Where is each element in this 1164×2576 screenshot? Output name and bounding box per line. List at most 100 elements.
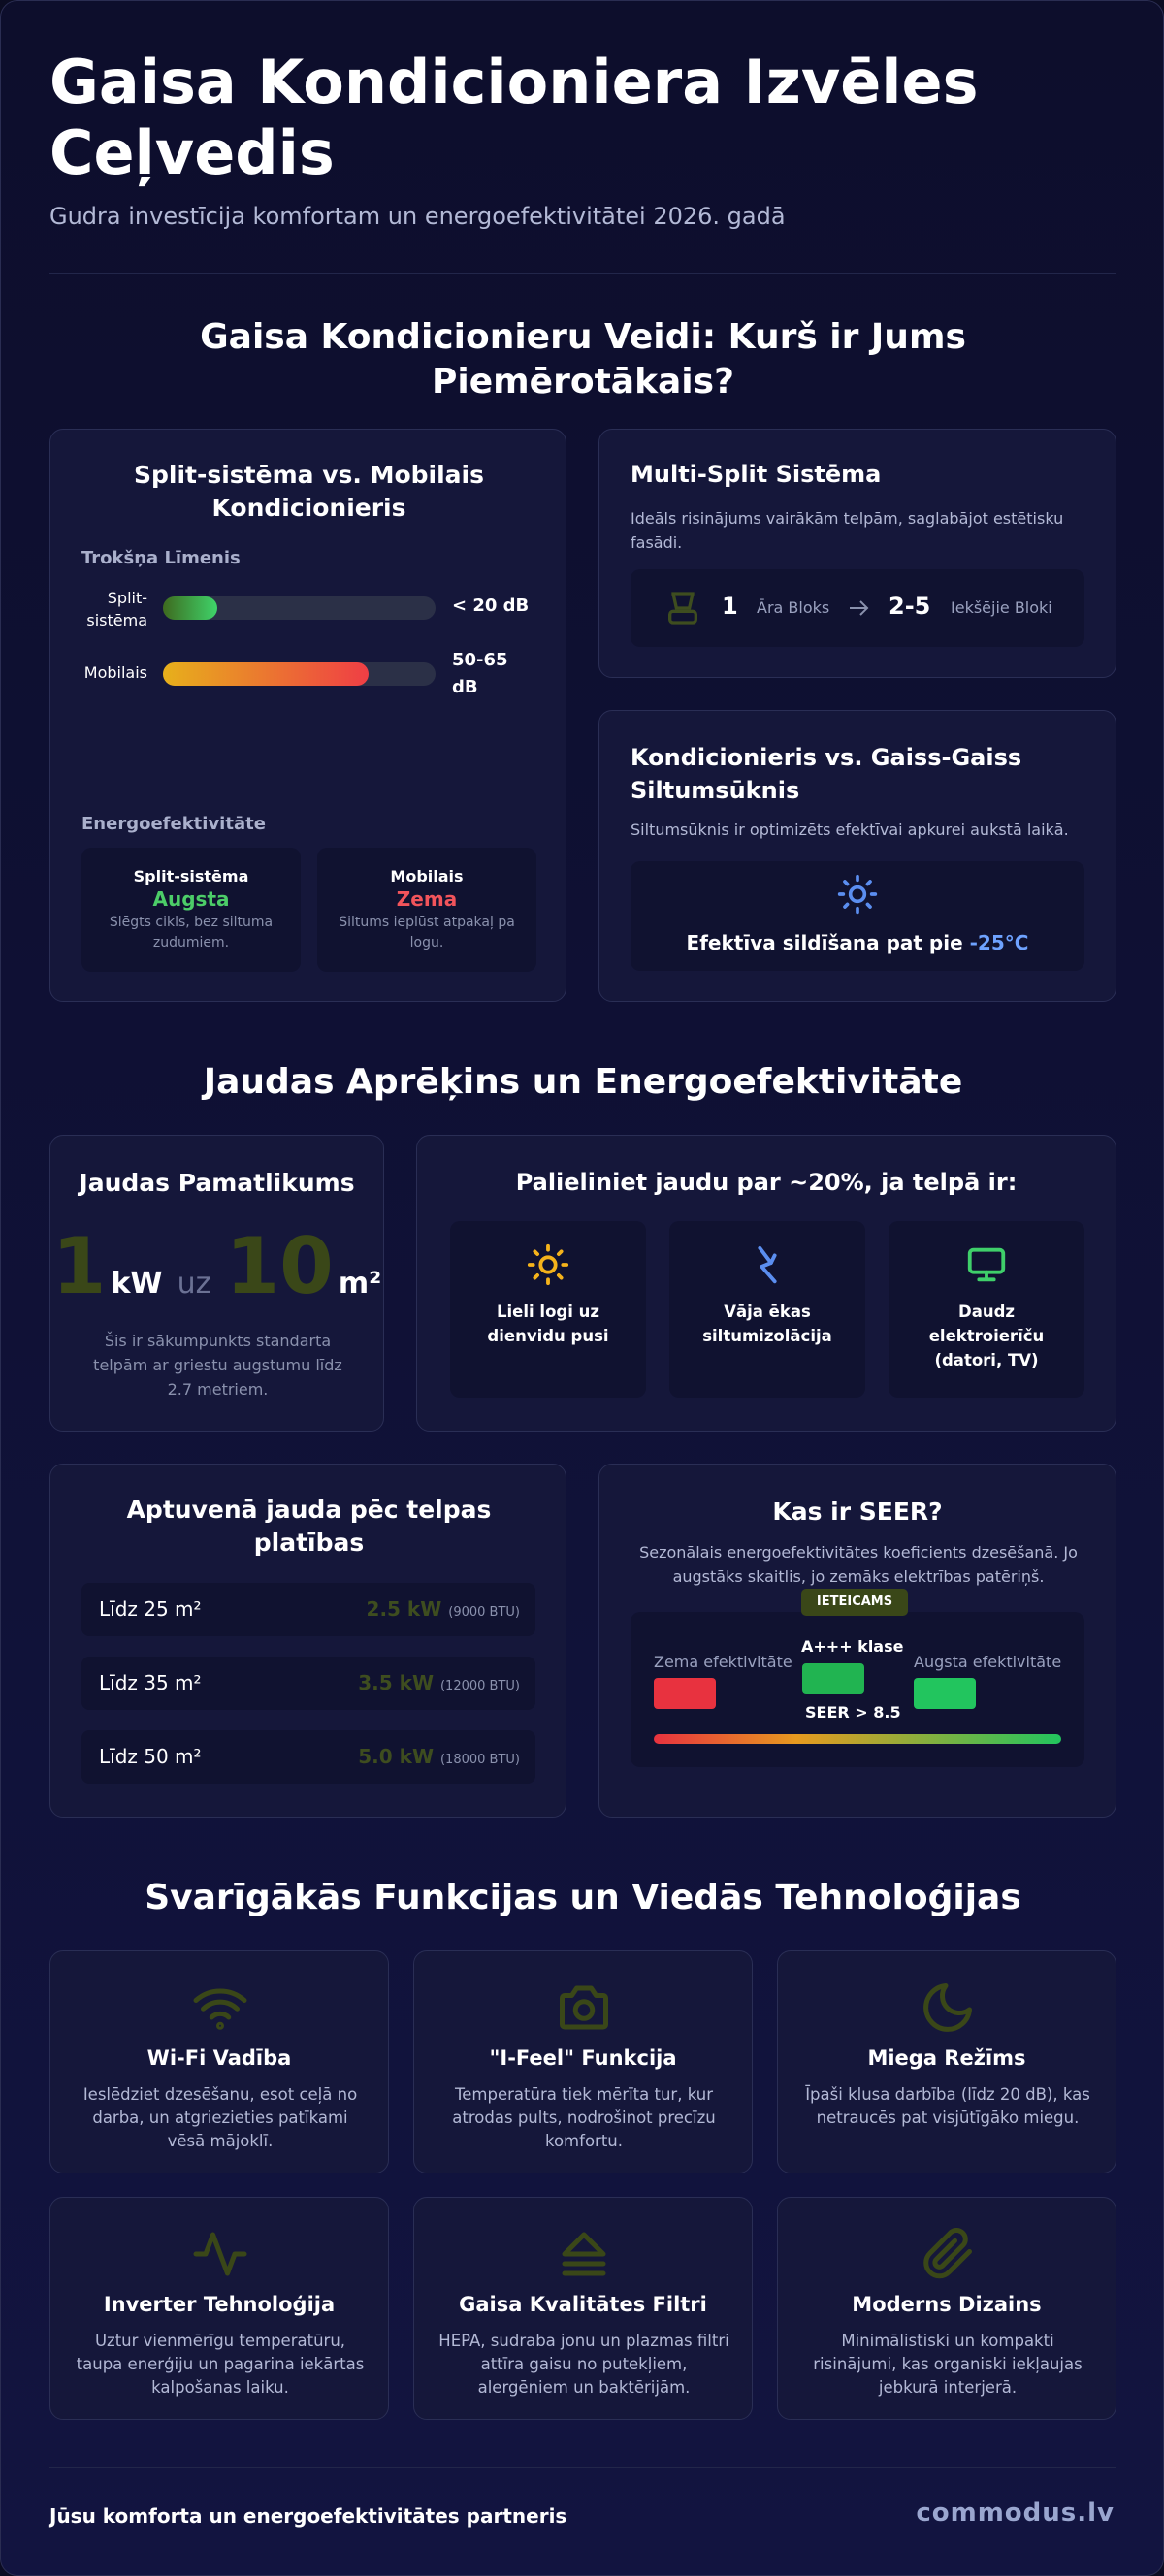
card: Palieliniet jaudu par ~20%, ja telpā ir:… xyxy=(416,1135,1116,1432)
graphic xyxy=(923,2228,972,2279)
icon xyxy=(193,2232,247,2276)
note: Šis ir sākumpunkts standarta telpām ar g… xyxy=(93,1332,342,1399)
area: Līdz 50 m² xyxy=(99,1745,202,1768)
power-value: 5.0 kW xyxy=(358,1745,435,1768)
note: Siltums ieplūst atpakaļ pa logu. xyxy=(339,915,515,950)
feature-title: Miega Režīms xyxy=(867,2046,1026,2070)
icon xyxy=(967,1247,1006,1282)
feature-title: Wi-Fi Vadība xyxy=(146,2046,292,2070)
card-title: Aptuvenā jauda pēc telpas platības xyxy=(126,1496,492,1557)
box: Mobilais Zema Siltums ieplūst atpakaļ pa… xyxy=(317,848,536,972)
card-title: Kondicionieris vs. Gaiss-Gaiss Siltumsūk… xyxy=(630,744,1022,804)
icon xyxy=(923,1983,972,2032)
swatch xyxy=(914,1678,976,1709)
feature-card: Inverter Tehnoloģija Uztur vienmērīgu tem… xyxy=(49,2197,389,2420)
label: SEER > 8.5 xyxy=(805,1703,901,1722)
feature-text: Temperatūra tiek mērīta tur, kur atrodas… xyxy=(452,2085,716,2150)
graphic xyxy=(850,600,869,616)
tagline: Jūsu komforta un energoefektivitātes par… xyxy=(49,2504,567,2528)
text: Efektīva sildīšana pat pie xyxy=(686,931,963,954)
label: Energoefektivitāte xyxy=(81,814,266,834)
section-title: Gaisa Kondicionieru Veidi: Kurš ir Jums … xyxy=(200,317,966,402)
feature-title: "I-Feel" Funkcija xyxy=(489,2046,677,2070)
card: Kas ir SEER? Sezonālais energoefektivitā… xyxy=(598,1464,1116,1818)
graphic xyxy=(538,1255,558,1274)
icon xyxy=(527,1243,569,1286)
brand: commodus.lv xyxy=(916,2498,1115,2528)
divider xyxy=(49,273,1116,274)
power-value: 3.5 kW xyxy=(358,1671,435,1694)
bar xyxy=(163,662,369,686)
feature-title: Gaisa Kvalitātes Filtri xyxy=(459,2293,707,2316)
card-title: Jaudas Pamatlikums xyxy=(79,1169,355,1197)
feature-card: Moderns Dizains Minimālistiski un kompakt… xyxy=(777,2197,1116,2420)
graphic xyxy=(193,1988,247,2003)
label: Āra Bloks xyxy=(757,598,830,617)
feature-card: Wi-Fi Vadība Ieslēdziet dzesēšanu, esot c… xyxy=(49,1950,389,2174)
box: Split-sistēma Augsta Slēgts cikls, bez s… xyxy=(81,848,301,972)
power: 3.5 kW (12000 BTU) xyxy=(358,1671,520,1694)
factor-label: Daudz elektroierīču (datori, TV) xyxy=(928,1303,1045,1369)
graphic xyxy=(560,1985,608,2030)
label: A+++ klase xyxy=(801,1637,904,1656)
icon xyxy=(758,1245,777,1284)
card: Jaudas Pamatlikums 1 kW uz 10 m² Šis ir … xyxy=(49,1135,384,1432)
card: Aptuvenā jauda pēc telpas platības Līdz … xyxy=(49,1464,566,1818)
feature-card: Gaisa Kvalitātes Filtri HEPA, sudraba jon… xyxy=(413,2197,753,2420)
label: Mobilais xyxy=(83,663,147,682)
label: Trokšņa Līmenis xyxy=(81,548,241,568)
subtitle: Gudra investīcija komfortam un energoefe… xyxy=(49,203,786,230)
graphic xyxy=(562,2232,606,2257)
box: 1 Āra Bloks 2-5 Iekšējie Bloki xyxy=(630,569,1084,647)
graphic xyxy=(562,2261,606,2276)
label: Split-sistēma xyxy=(133,867,249,886)
section-title: Jaudas Aprēķins un Energoefektivitāte xyxy=(203,1062,963,1102)
graphic xyxy=(215,2021,224,2030)
factor: Lieli logi uz dienvidu pusi xyxy=(450,1221,646,1398)
temperature: -25°C xyxy=(969,931,1029,954)
icon xyxy=(562,2232,606,2276)
btu: (18000 BTU) xyxy=(439,1753,520,1767)
graphic xyxy=(527,1243,569,1286)
factor: Vāja ēkas siltumizolācija xyxy=(669,1221,865,1398)
graphic xyxy=(977,1270,996,1282)
feature-text: Minimālistiski un kompakti risinājumi, k… xyxy=(813,2332,1083,2397)
card: Split-sistēma vs. Mobilais Kondicionieri… xyxy=(49,429,566,1002)
label: Augsta efektivitāte xyxy=(914,1653,1062,1671)
label: Split-sistēma xyxy=(86,589,147,630)
number: 10 xyxy=(225,1221,334,1311)
card: Kondicionieris vs. Gaiss-Gaiss Siltumsūk… xyxy=(598,710,1116,1002)
count: 2-5 xyxy=(889,593,931,620)
label: Iekšējie Bloki xyxy=(951,598,1052,617)
swatch xyxy=(654,1678,716,1709)
feature-text: Uztur vienmērīgu temperatūru, taupa ener… xyxy=(76,2332,365,2397)
graphic xyxy=(837,874,878,915)
box: Efektīva sildīšana pat pie -25°C xyxy=(630,861,1084,971)
btu: (9000 BTU) xyxy=(448,1605,520,1620)
power-value: 2.5 kW xyxy=(366,1597,442,1621)
graphic xyxy=(201,1999,240,2012)
icon xyxy=(193,1988,247,2030)
factor-label: Vāja ēkas siltumizolācija xyxy=(702,1303,832,1345)
value: < 20 dB xyxy=(452,596,530,616)
feature-title: Moderns Dizains xyxy=(852,2293,1042,2316)
graphic xyxy=(848,885,867,904)
card-title: Palieliniet jaudu par ~20%, ja telpā ir: xyxy=(515,1169,1018,1196)
rating: Zema xyxy=(396,887,458,911)
label: Zema efektivitāte xyxy=(654,1653,792,1671)
highlight: Efektīva sildīšana pat pie -25°C xyxy=(630,931,1084,954)
power: 5.0 kW (18000 BTU) xyxy=(358,1745,520,1768)
label: Mobilais xyxy=(390,867,464,886)
unit: kW xyxy=(111,1267,163,1301)
note: Slēgts cikls, bez siltuma zudumiem. xyxy=(109,915,274,950)
btu: (12000 BTU) xyxy=(439,1679,520,1693)
graphic xyxy=(758,1245,777,1284)
graphic xyxy=(193,2232,247,2276)
feature-text: Īpaši klusa darbība (līdz 20 dB), kas ne… xyxy=(805,2085,1090,2127)
feature-title: Inverter Tehnoloģija xyxy=(103,2293,336,2316)
factor: Daudz elektroierīču (datori, TV) xyxy=(889,1221,1084,1398)
card: Multi-Split Sistēma Ideāls risinājums va… xyxy=(598,429,1116,678)
unit: m² xyxy=(338,1267,382,1301)
value: 50-65 dB xyxy=(452,650,508,697)
bar xyxy=(163,596,217,620)
